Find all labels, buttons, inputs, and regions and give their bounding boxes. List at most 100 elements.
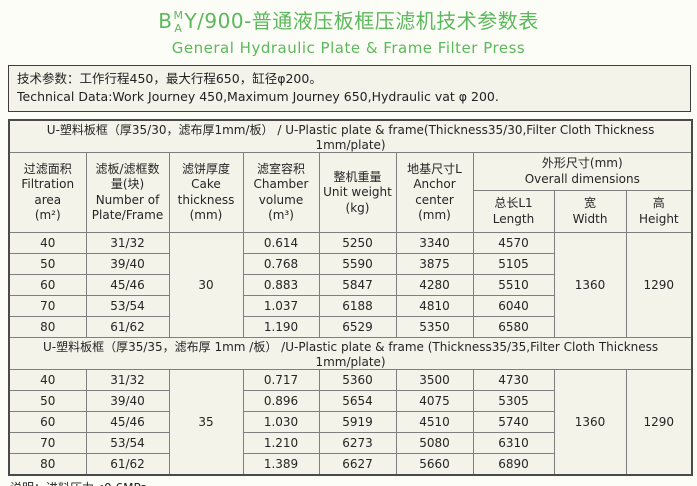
cell-chamber-volume: 0.896 bbox=[242, 390, 320, 413]
cell-anchor-center: 4510 bbox=[395, 411, 474, 434]
cell-length: 5510 bbox=[472, 274, 555, 297]
cell-filtration-area: 40 bbox=[8, 232, 87, 255]
header-anchor-center: 地基尺寸L Anchor center (mm) bbox=[395, 152, 474, 234]
cell-unit-weight: 5590 bbox=[318, 253, 397, 276]
cell-plate-frame-count: 45/46 bbox=[85, 274, 170, 297]
table-row: 40 31/32 35 0.717 5360 3500 4730 1360 12… bbox=[8, 369, 693, 476]
cell-plate-frame-count: 61/62 bbox=[85, 316, 170, 339]
cell-cake-thickness: 30 bbox=[168, 232, 244, 339]
table-row: 80 61/62 1.389 6627 5660 6890 bbox=[8, 453, 692, 476]
cell-unit-weight: 6627 bbox=[318, 453, 397, 476]
cell-unit-weight: 5654 bbox=[318, 390, 397, 413]
cell-filtration-area: 70 bbox=[8, 295, 87, 318]
cell-unit-weight: 5360 bbox=[318, 369, 397, 392]
cell-plate-frame-count: 53/54 bbox=[85, 432, 170, 455]
cell-chamber-volume: 0.717 bbox=[242, 369, 320, 392]
table-row: 40 31/32 30 0.614 5250 3340 4570 1360 12… bbox=[8, 232, 693, 339]
notes-block: 说明：进料压力≤0.6MPa Notes:Feeding pressure ≤ … bbox=[10, 480, 697, 486]
cell-length: 5305 bbox=[472, 390, 555, 413]
table-row: 70 53/54 1.210 6273 5080 6310 bbox=[8, 432, 692, 455]
cell-unit-weight: 6529 bbox=[318, 316, 397, 339]
cell-length: 6890 bbox=[472, 453, 555, 476]
cell-length: 4570 bbox=[472, 232, 555, 255]
section-1-header-row: U-塑料板框（厚35/30，滤布厚1mm/板） / U-Plastic plat… bbox=[8, 119, 693, 154]
header-chamber-volume: 滤室容积 Chamber volume (m³) bbox=[242, 152, 320, 234]
cell-anchor-center: 3875 bbox=[395, 253, 474, 276]
table-row: 60 45/46 0.883 5847 4280 5510 bbox=[8, 274, 692, 297]
cell-length: 6580 bbox=[472, 316, 555, 339]
header-length: 总长L1 Length bbox=[472, 190, 555, 234]
sub-header-row: 总长L1 Length 宽 Width 高 Height bbox=[9, 190, 693, 234]
cell-unit-weight: 6188 bbox=[318, 295, 397, 318]
cell-filtration-area: 70 bbox=[8, 432, 87, 455]
cell-filtration-area: 80 bbox=[8, 316, 87, 339]
cell-plate-frame-count: 53/54 bbox=[85, 295, 170, 318]
cell-anchor-center: 4810 bbox=[395, 295, 474, 318]
cell-anchor-center: 4280 bbox=[395, 274, 474, 297]
cell-unit-weight: 5919 bbox=[318, 411, 397, 434]
cell-chamber-volume: 0.614 bbox=[242, 232, 320, 255]
cell-anchor-center: 3500 bbox=[395, 369, 474, 392]
cell-anchor-center: 3340 bbox=[395, 232, 474, 255]
cell-plate-frame-count: 31/32 bbox=[85, 232, 170, 255]
cell-filtration-area: 60 bbox=[8, 411, 87, 434]
cell-chamber-volume: 1.210 bbox=[242, 432, 320, 455]
cell-plate-frame-count: 45/46 bbox=[85, 411, 170, 434]
cell-anchor-center: 5660 bbox=[395, 453, 474, 476]
cell-filtration-area: 60 bbox=[8, 274, 87, 297]
cell-plate-frame-count: 31/32 bbox=[85, 369, 170, 392]
notes-zh: 说明：进料压力≤0.6MPa bbox=[10, 480, 697, 486]
header-plate-frame-count: 滤板/滤框数 量(块) Number of Plate/Frame bbox=[85, 152, 170, 234]
cell-chamber-volume: 1.030 bbox=[242, 411, 320, 434]
technical-data-en: Technical Data:Work Journey 450,Maximum … bbox=[17, 89, 499, 105]
cell-chamber-volume: 1.190 bbox=[242, 316, 320, 339]
header-unit-weight: 整机重量 Unit weight (kg) bbox=[318, 152, 397, 234]
cell-overall-height: 1290 bbox=[625, 232, 693, 339]
technical-data-box: 技术参数：工作行程450，最大行程650，缸径φ200。 Technical D… bbox=[8, 65, 691, 113]
cell-anchor-center: 5080 bbox=[395, 432, 474, 455]
cell-plate-frame-count: 61/62 bbox=[85, 453, 170, 476]
cell-cake-thickness: 35 bbox=[168, 369, 244, 476]
cell-length: 5105 bbox=[472, 253, 555, 276]
column-header-row: 过滤面积 Filtration area (m²) 滤板/滤框数 量(块) Nu… bbox=[8, 152, 693, 234]
page-title: B M A Y/900-普通液压板框压滤机技术参数表 bbox=[0, 8, 697, 35]
cell-length: 5740 bbox=[472, 411, 555, 434]
cell-chamber-volume: 1.037 bbox=[242, 295, 320, 318]
cell-unit-weight: 5250 bbox=[318, 232, 397, 255]
cell-length: 6310 bbox=[472, 432, 555, 455]
cell-overall-width: 1360 bbox=[553, 232, 627, 339]
cell-plate-frame-count: 39/40 bbox=[85, 253, 170, 276]
spec-table: U-塑料板框（厚35/30，滤布厚1mm/板） / U-Plastic plat… bbox=[8, 119, 694, 476]
section-1-header: U-塑料板框（厚35/30，滤布厚1mm/板） / U-Plastic plat… bbox=[8, 119, 693, 154]
section-2-header: U-塑料板框（厚35/35，滤布厚 1mm /板） /U-Plastic pla… bbox=[8, 337, 693, 371]
cell-chamber-volume: 0.883 bbox=[242, 274, 320, 297]
cell-overall-width: 1360 bbox=[553, 369, 627, 476]
header-overall-dimensions: 外形尺寸(mm) Overall dimensions bbox=[472, 152, 693, 192]
model-prefix: B bbox=[158, 9, 173, 33]
technical-data-zh: 技术参数：工作行程450，最大行程650，缸径φ200。 bbox=[17, 71, 322, 87]
title-block: B M A Y/900-普通液压板框压滤机技术参数表 General Hydrauli… bbox=[0, 0, 697, 57]
title-text: Y/900-普通液压板框压滤机技术参数表 bbox=[184, 9, 539, 33]
cell-filtration-area: 40 bbox=[8, 369, 87, 392]
cell-filtration-area: 50 bbox=[8, 253, 87, 276]
cell-unit-weight: 5847 bbox=[318, 274, 397, 297]
cell-filtration-area: 80 bbox=[8, 453, 87, 476]
page-subtitle: General Hydraulic Plate & Frame Filter P… bbox=[171, 39, 526, 58]
section-2-header-row: U-塑料板框（厚35/35，滤布厚 1mm /板） /U-Plastic pla… bbox=[8, 337, 693, 371]
cell-length: 6040 bbox=[472, 295, 555, 318]
cell-plate-frame-count: 39/40 bbox=[85, 390, 170, 413]
cell-overall-height: 1290 bbox=[625, 369, 693, 476]
cell-filtration-area: 50 bbox=[8, 390, 87, 413]
table-row: 50 39/40 0.896 5654 4075 5305 bbox=[8, 390, 692, 413]
cell-length: 4730 bbox=[472, 369, 555, 392]
cell-unit-weight: 6273 bbox=[318, 432, 397, 455]
header-width: 宽 Width bbox=[553, 190, 627, 234]
model-stack-top: M bbox=[173, 8, 184, 22]
cell-anchor-center: 5350 bbox=[395, 316, 474, 339]
cell-anchor-center: 4075 bbox=[395, 390, 474, 413]
model-stack-bottom: A bbox=[174, 21, 183, 35]
header-cake-thickness: 滤饼厚度 Cake thickness (mm) bbox=[168, 152, 244, 234]
cell-chamber-volume: 1.389 bbox=[242, 453, 320, 476]
cell-chamber-volume: 0.768 bbox=[242, 253, 320, 276]
